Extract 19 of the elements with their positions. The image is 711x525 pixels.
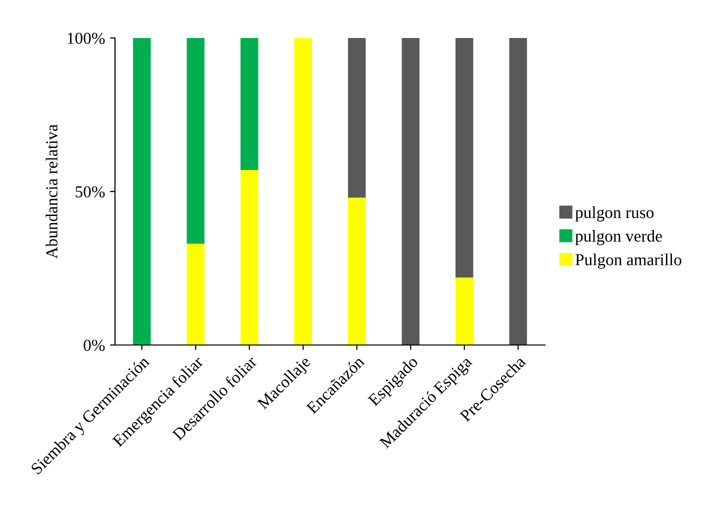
bar xyxy=(240,38,258,170)
bar xyxy=(509,38,527,345)
bar xyxy=(133,38,151,345)
y-tick-label: 100% xyxy=(68,32,105,44)
bar xyxy=(240,170,258,345)
bar xyxy=(186,244,204,345)
bar xyxy=(348,198,366,345)
bar xyxy=(456,38,474,278)
bar xyxy=(402,38,420,345)
bar xyxy=(294,38,312,345)
bar xyxy=(348,38,366,198)
legend-label: pulgon verde xyxy=(575,230,662,246)
legend-label: Pulgon amarillo xyxy=(575,254,682,269)
bar xyxy=(456,277,474,345)
y-tick-label: 0% xyxy=(84,340,105,351)
y-axis-title: Abundancia relativa xyxy=(46,124,58,259)
bar xyxy=(186,38,204,244)
y-tick-label: 50% xyxy=(76,186,105,198)
legend-label: pulgon ruso xyxy=(575,206,654,222)
